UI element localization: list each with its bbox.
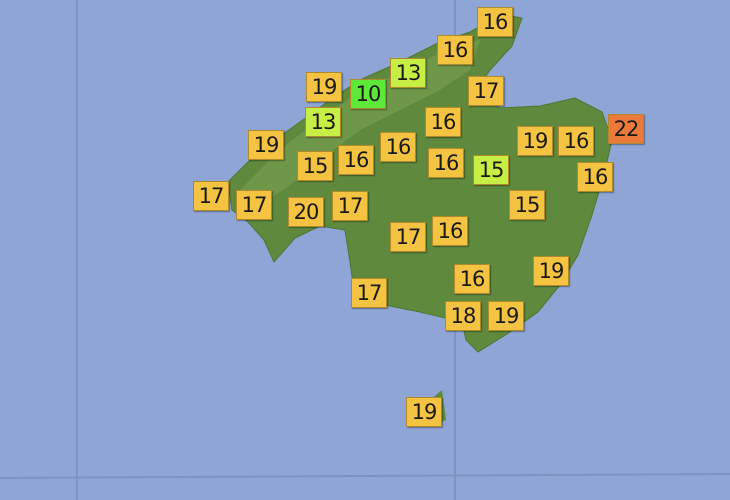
- grid-line: [0, 473, 730, 479]
- temperature-label: 16: [380, 132, 416, 162]
- temperature-label: 16: [558, 126, 594, 156]
- temperature-label: 17: [332, 191, 368, 221]
- temperature-label: 19: [517, 126, 553, 156]
- temperature-label: 15: [509, 190, 545, 220]
- temperature-label: 16: [477, 7, 513, 37]
- temperature-label: 17: [390, 222, 426, 252]
- temperature-label: 15: [473, 155, 509, 185]
- temperature-label: 17: [351, 278, 387, 308]
- temperature-label: 16: [428, 148, 464, 178]
- temperature-label: 17: [193, 181, 229, 211]
- temperature-label: 19: [533, 256, 569, 286]
- temperature-label: 16: [432, 216, 468, 246]
- temperature-label: 17: [236, 190, 272, 220]
- island-mallorca: [227, 13, 613, 353]
- temperature-label: 15: [297, 151, 333, 181]
- temperature-label: 16: [425, 107, 461, 137]
- temperature-label: 13: [390, 58, 426, 88]
- temperature-label: 16: [577, 162, 613, 192]
- temperature-label: 16: [338, 145, 374, 175]
- temperature-label: 20: [288, 197, 324, 227]
- temperature-label: 22: [608, 114, 644, 144]
- temperature-label: 16: [437, 35, 473, 65]
- temperature-label: 19: [406, 397, 442, 427]
- temperature-label: 17: [468, 76, 504, 106]
- temperature-label: 19: [306, 72, 342, 102]
- temperature-label: 19: [248, 130, 284, 160]
- temperature-label: 13: [305, 107, 341, 137]
- temperature-label: 10: [350, 79, 386, 109]
- temperature-label: 19: [488, 301, 524, 331]
- temperature-label: 16: [454, 264, 490, 294]
- temperature-label: 18: [445, 301, 481, 331]
